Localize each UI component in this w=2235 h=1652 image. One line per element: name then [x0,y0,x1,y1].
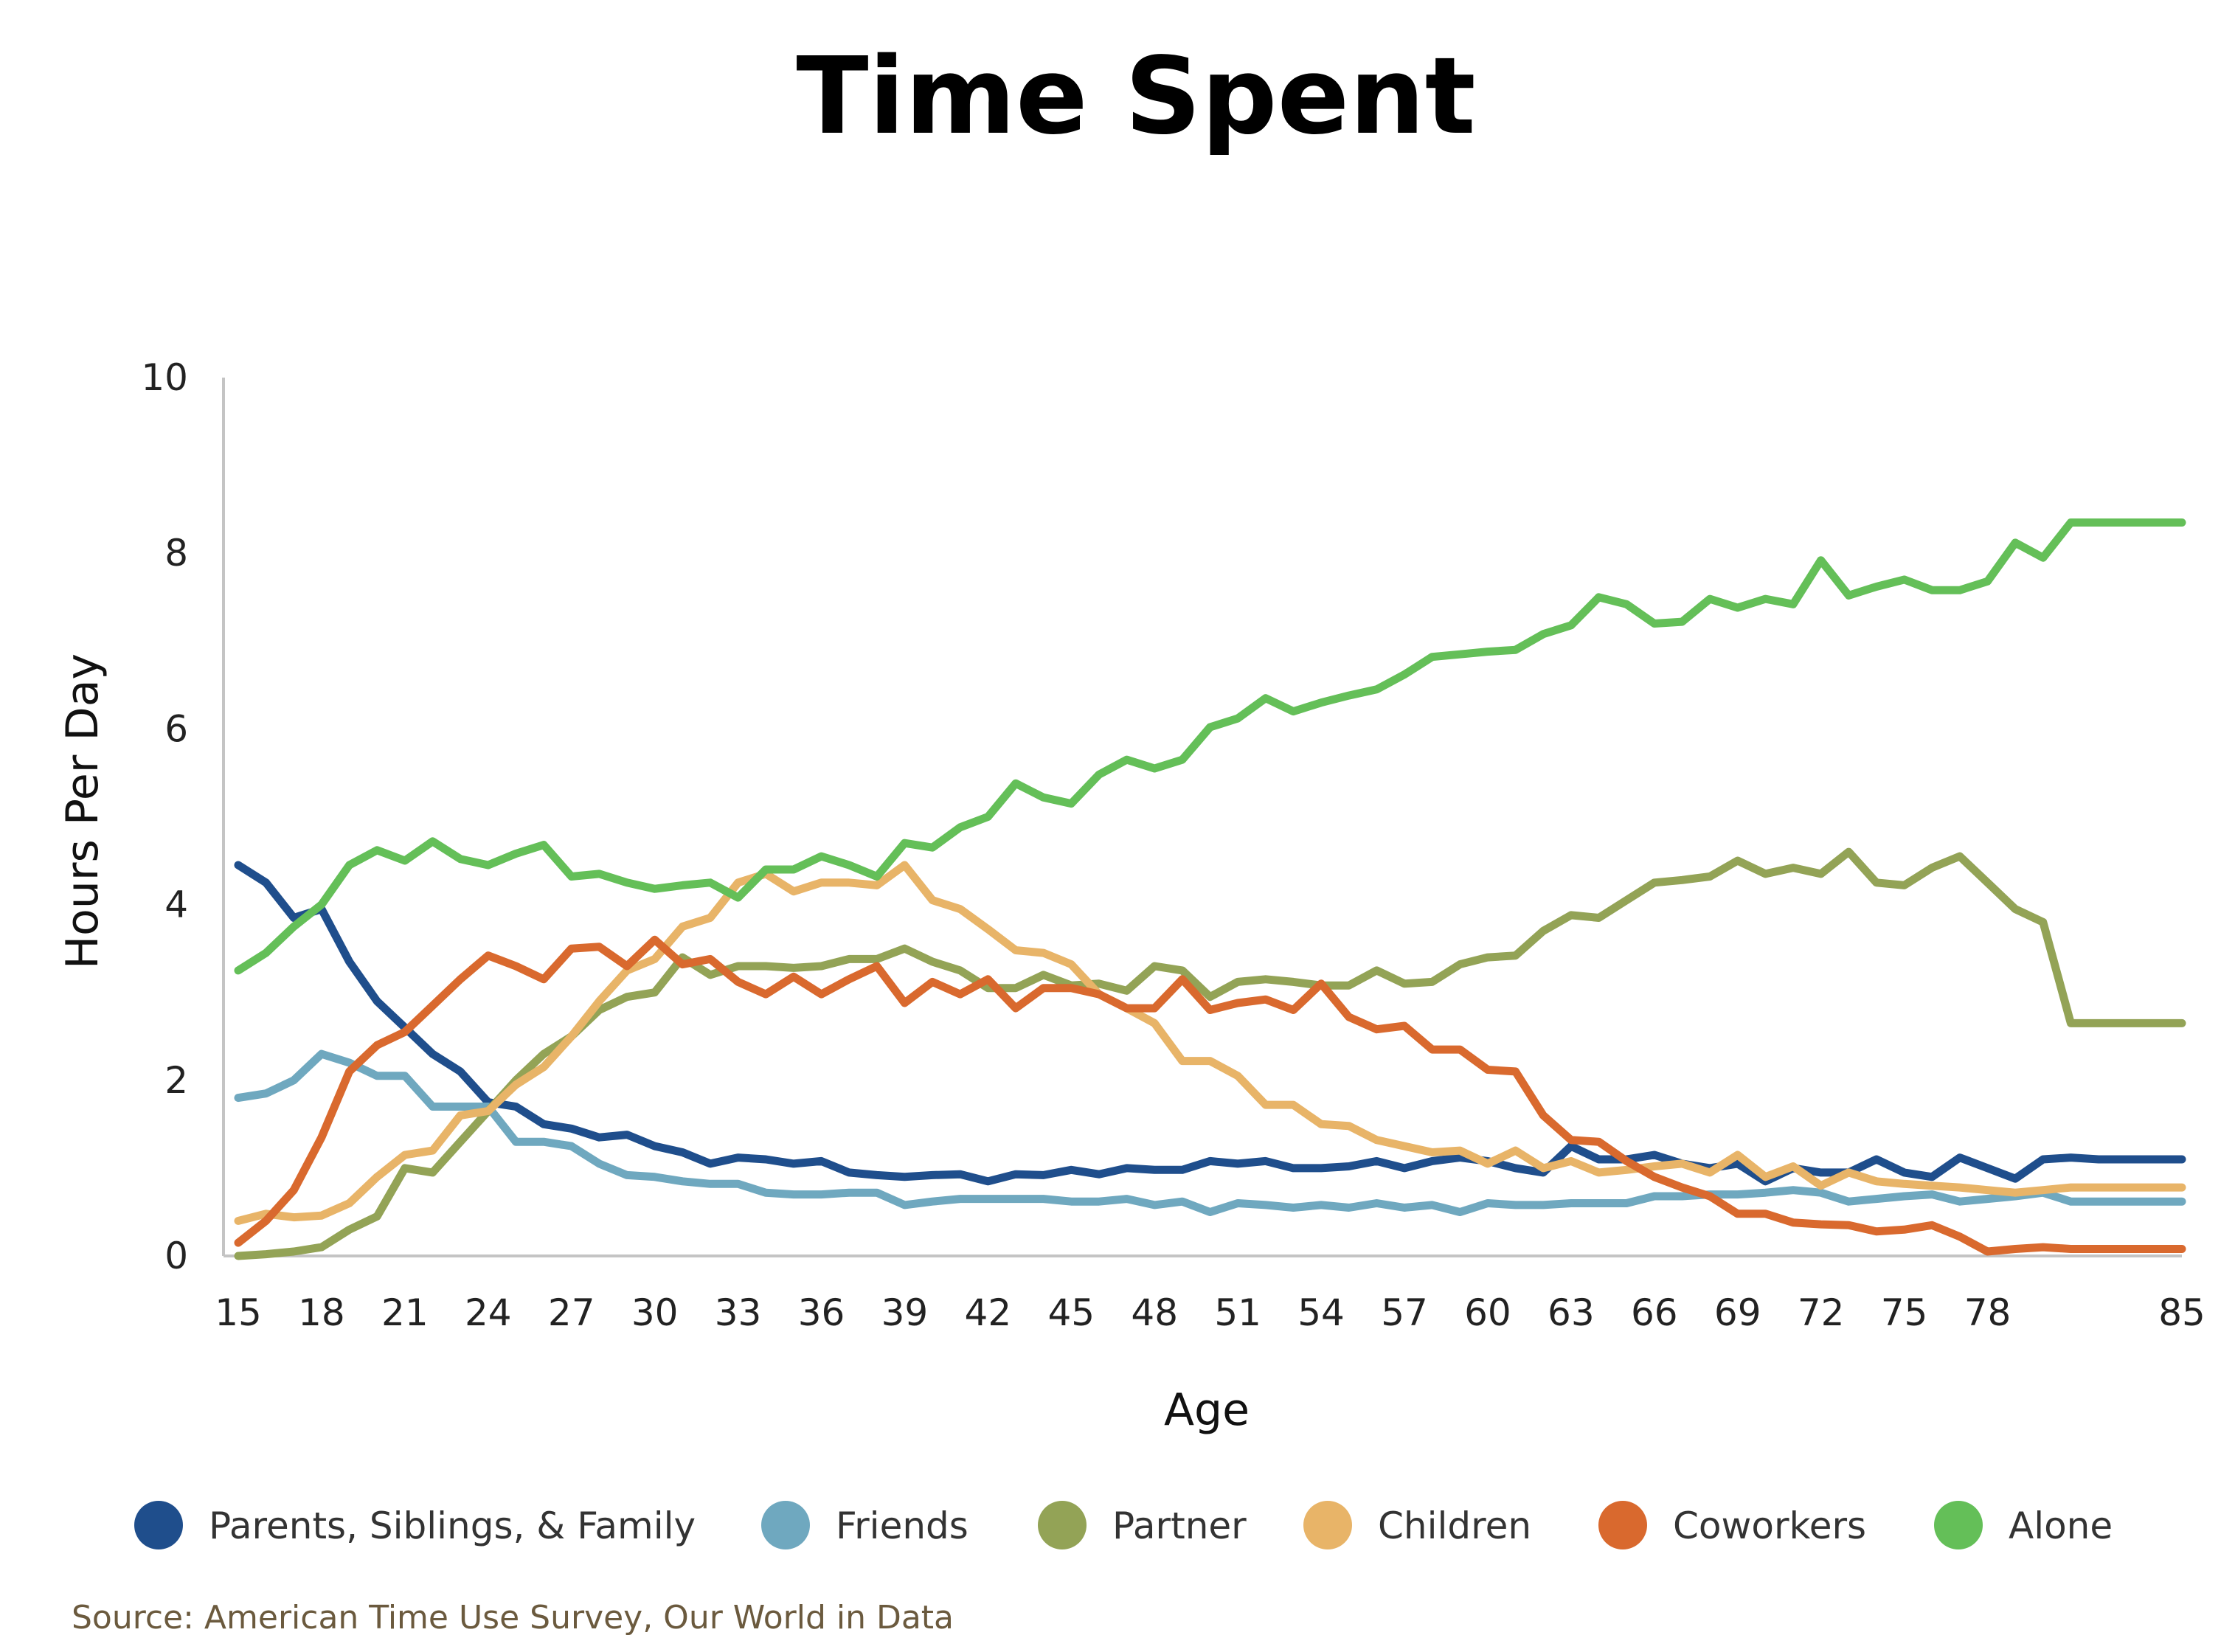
y-tick-label: 0 [164,1235,188,1277]
x-tick-label: 33 [715,1291,762,1334]
series-line-4 [234,861,2186,1225]
legend-swatch [761,1501,810,1549]
y-tick-label: 8 [164,532,188,575]
x-tick-label: 63 [1548,1291,1595,1334]
x-tick-label: 15 [215,1291,262,1334]
x-tick-label: 57 [1381,1291,1428,1334]
series-line-5 [234,935,2186,1256]
x-tick-label: 39 [881,1291,929,1334]
legend-label: Partner [1112,1504,1247,1547]
legend-item: Parents, Siblings, & Family [134,1501,696,1549]
x-tick-label: 21 [381,1291,429,1334]
series-lines [234,518,2186,1260]
y-tick-label: 10 [141,356,188,399]
x-tick-label: 45 [1047,1291,1095,1334]
y-tick-label: 2 [164,1059,188,1102]
series-line-1 [234,861,2186,1186]
x-tick-label: 78 [1964,1291,2012,1334]
legend-item: Children [1303,1501,1531,1549]
legend-label: Parents, Siblings, & Family [209,1504,696,1547]
x-tick-label: 48 [1131,1291,1178,1334]
legend-swatch [1934,1501,1983,1549]
y-tick-label: 4 [164,884,188,926]
legend: Parents, Siblings, & Family Friends Partne… [134,1501,2113,1549]
legend-item: Friends [761,1501,968,1549]
series-line-6 [234,518,2186,975]
x-tick-label: 85 [2158,1291,2205,1334]
legend-item: Alone [1934,1501,2113,1549]
x-tick-labels: 15 18 21 24 27 30 33 36 39 42 45 48 51 54 57 60 63 66 69 72… [215,1291,2205,1334]
x-tick-label: 27 [548,1291,595,1334]
x-tick-label: 30 [631,1291,679,1334]
source-note: Source: American Time Use Survey, Our Wo… [72,1599,954,1637]
y-axis-label: Hours Per Day [57,653,108,969]
x-tick-label: 24 [465,1291,512,1334]
legend-swatch [1303,1501,1352,1549]
series-line-2 [234,1049,2186,1216]
x-tick-label: 36 [798,1291,845,1334]
legend-label: Coworkers [1673,1504,1866,1547]
legend-item: Coworkers [1598,1501,1866,1549]
legend-swatch [1038,1501,1087,1549]
legend-item: Partner [1038,1501,1247,1549]
x-tick-label: 69 [1714,1291,1761,1334]
legend-label: Alone [2009,1504,2113,1547]
x-tick-label: 51 [1214,1291,1261,1334]
legend-swatch [134,1501,183,1549]
x-tick-label: 75 [1881,1291,1928,1334]
legend-label: Children [1378,1504,1531,1547]
x-axis-label: Age [1164,1384,1250,1436]
x-tick-label: 42 [965,1291,1012,1334]
y-tick-labels: 0 2 4 6 8 10 [141,356,188,1277]
x-tick-label: 60 [1464,1291,1511,1334]
x-tick-label: 72 [1798,1291,1845,1334]
x-tick-label: 18 [298,1291,345,1334]
chart-title: Time Spent [796,34,1475,158]
x-tick-label: 54 [1297,1291,1345,1334]
legend-label: Friends [836,1504,968,1547]
y-tick-label: 6 [164,707,188,750]
x-tick-label: 66 [1631,1291,1678,1334]
legend-swatch [1598,1501,1647,1549]
